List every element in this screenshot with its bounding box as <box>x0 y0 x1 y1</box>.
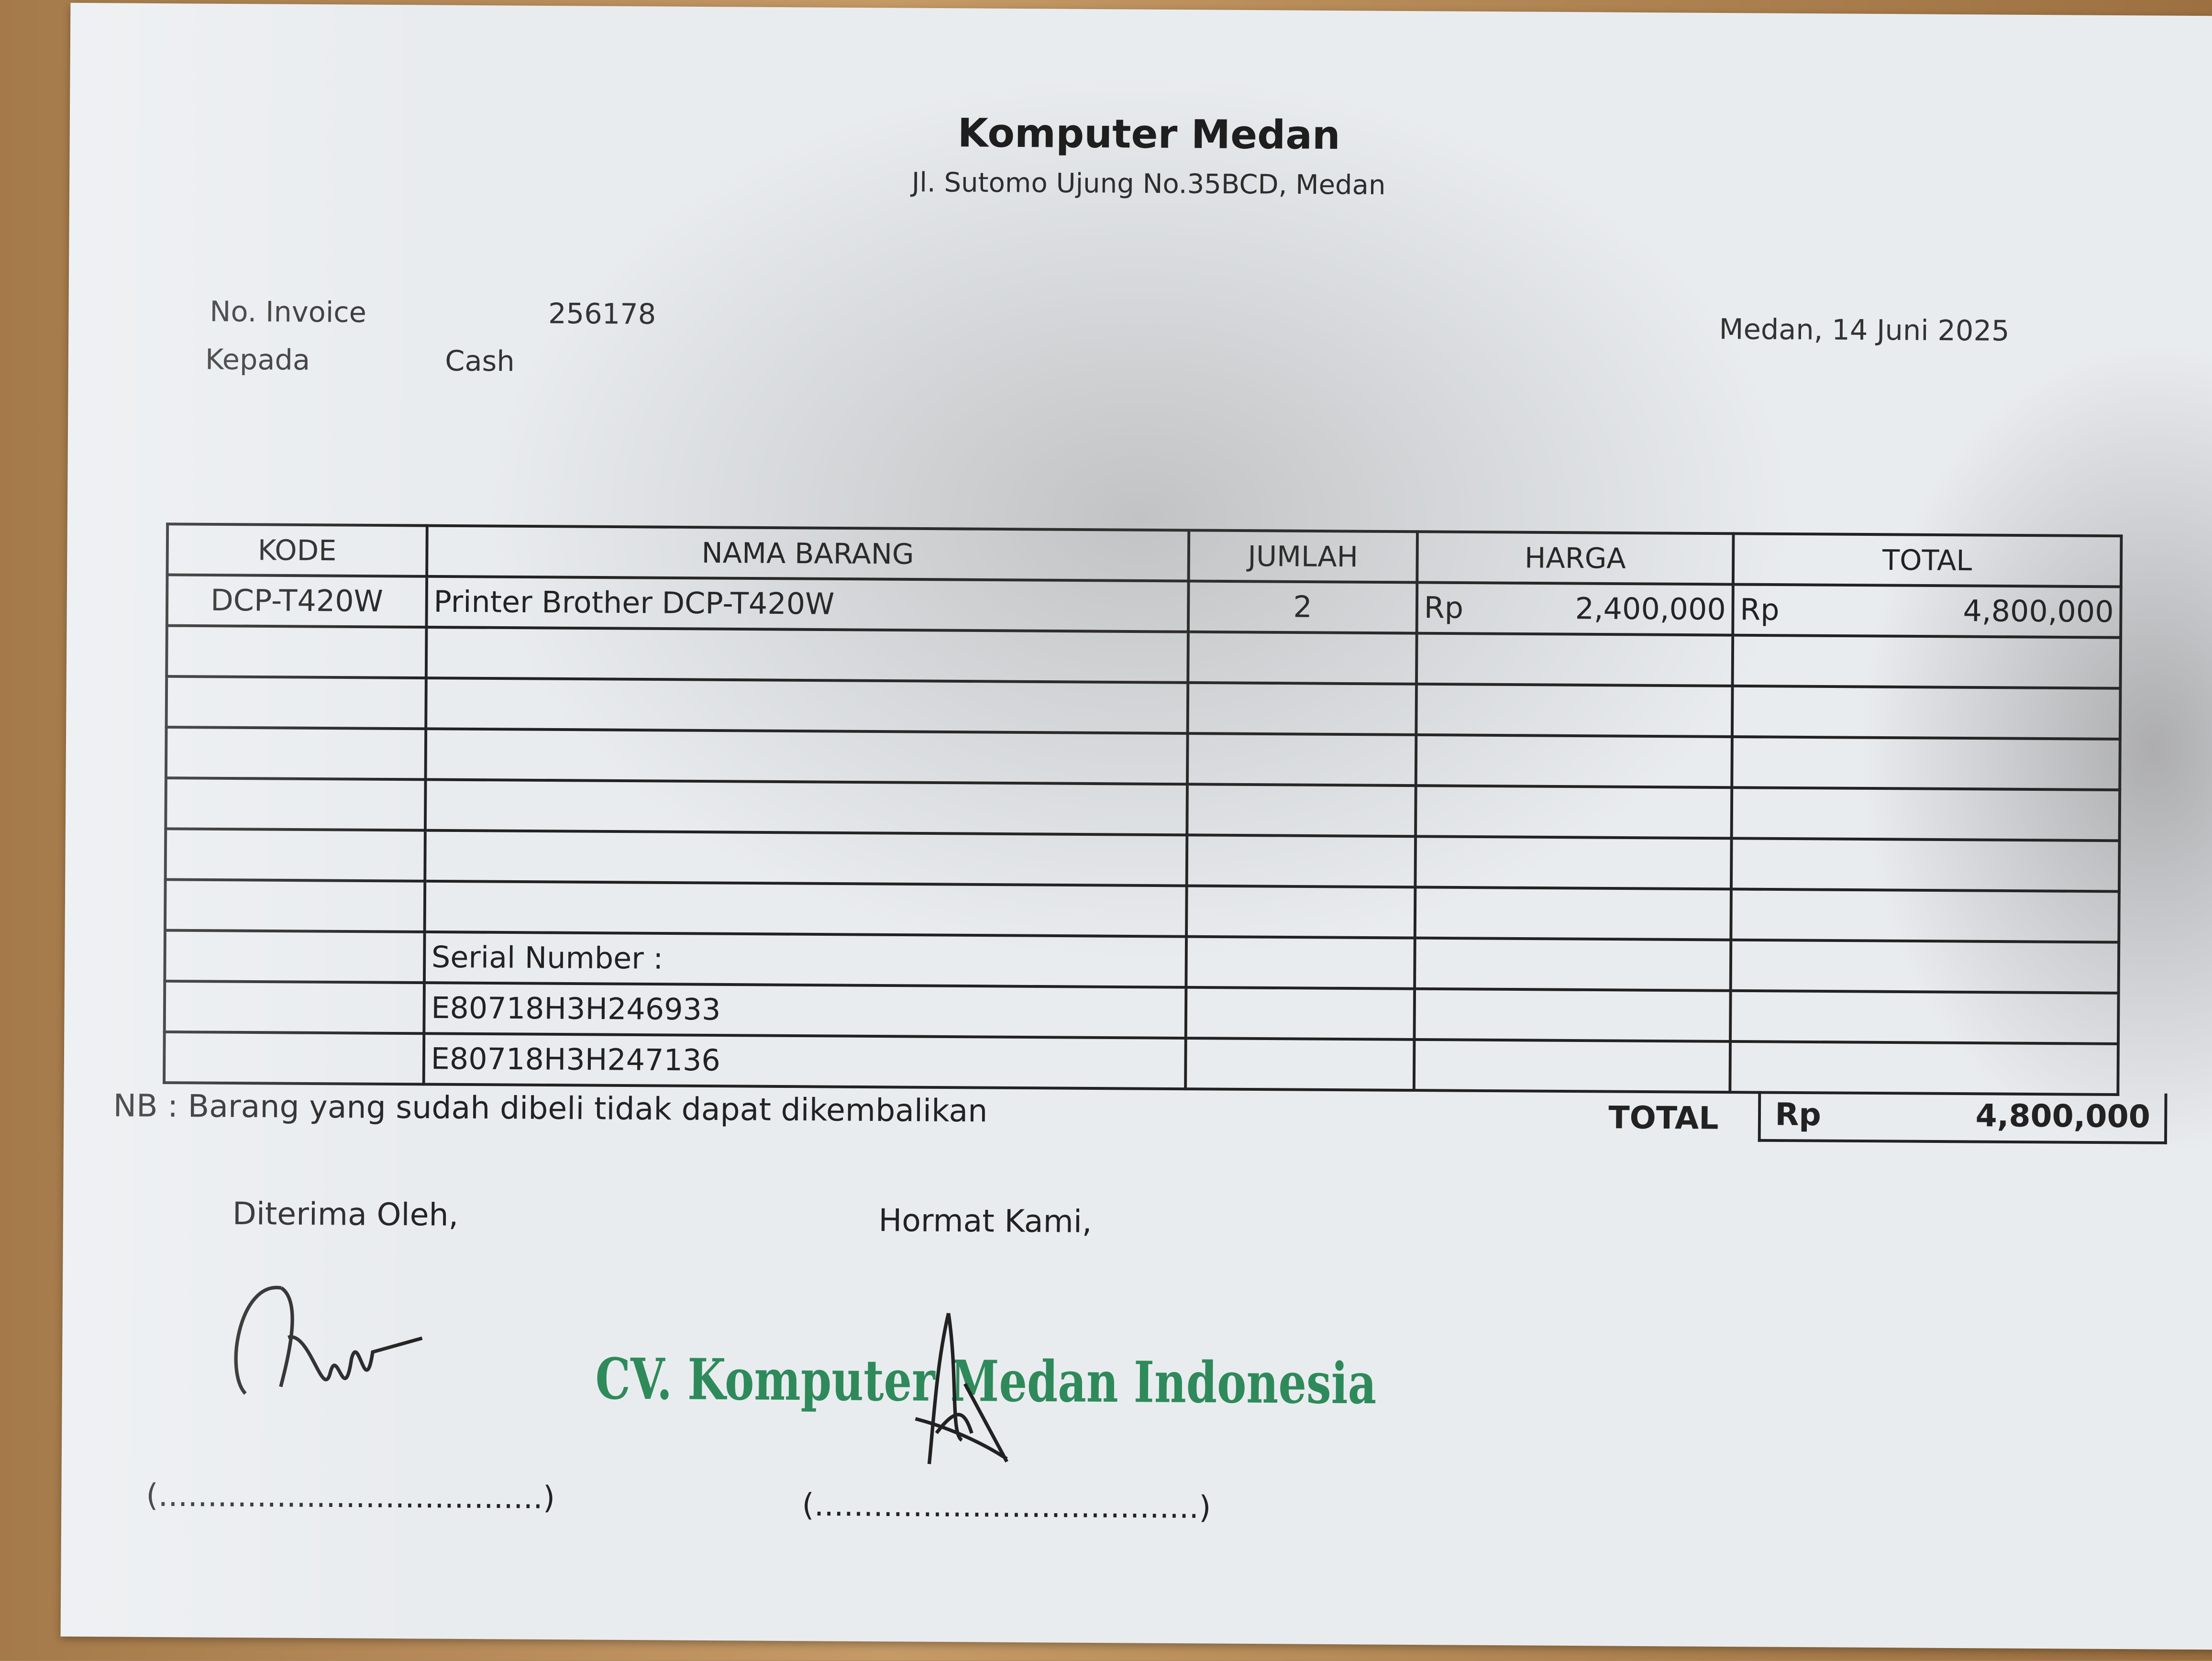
grand-total-label: TOTAL <box>1608 1101 1719 1138</box>
recipient-value: Cash <box>445 343 515 378</box>
item-nama: Printer Brother DCP-T420W <box>426 576 1189 632</box>
grand-total-currency: Rp <box>1775 1097 1822 1133</box>
serial-number-label: Serial Number : <box>424 931 1187 987</box>
header-jumlah: JUMLAH <box>1188 530 1417 583</box>
invoice-table: KODE NAMA BARANG JUMLAH HARGA TOTAL DCP-… <box>163 522 2123 1096</box>
header-nama-barang: NAMA BARANG <box>427 525 1189 581</box>
harga-currency: Rp <box>1424 591 1464 625</box>
receiver-name-line: (.......................................… <box>146 1479 555 1517</box>
serial-number: E80718H3H247136 <box>423 1033 1186 1089</box>
seller-signature <box>915 1313 1008 1464</box>
header-harga: HARGA <box>1417 532 1734 585</box>
serial-number: E80718H3H246933 <box>424 983 1186 1039</box>
invoice-paper: Komputer Medan Jl. Sutomo Ujung No.35BCD… <box>60 2 2212 1650</box>
header-total: TOTAL <box>1733 533 2122 587</box>
return-policy-note: NB : Barang yang sudah dibeli tidak dapa… <box>113 1089 988 1130</box>
regards-label: Hormat Kami, <box>878 1204 1092 1241</box>
grand-total-value: 4,800,000 <box>1975 1098 2151 1135</box>
company-name: Komputer Medan <box>957 110 1341 159</box>
recipient-label: Kepada <box>205 342 310 377</box>
grand-total-box: Rp 4,800,000 <box>1758 1091 2168 1144</box>
place-date: Medan, 14 Juni 2025 <box>1719 312 2010 348</box>
seller-name-line: (.......................................… <box>802 1488 1211 1527</box>
item-jumlah: 2 <box>1188 581 1417 633</box>
item-kode: DCP-T420W <box>166 575 427 627</box>
company-address: Jl. Sutomo Ujung No.35BCD, Medan <box>911 167 1386 201</box>
item-harga: 2,400,000 <box>1575 592 1726 627</box>
received-by-label: Diterima Oleh, <box>232 1197 459 1234</box>
total-currency: Rp <box>1740 593 1780 627</box>
header-kode: KODE <box>167 524 427 576</box>
invoice-label: No. Invoice <box>210 294 367 329</box>
invoice-number: 256178 <box>548 296 656 331</box>
item-total: 4,800,000 <box>1963 594 2114 629</box>
customer-signature <box>234 1285 423 1395</box>
